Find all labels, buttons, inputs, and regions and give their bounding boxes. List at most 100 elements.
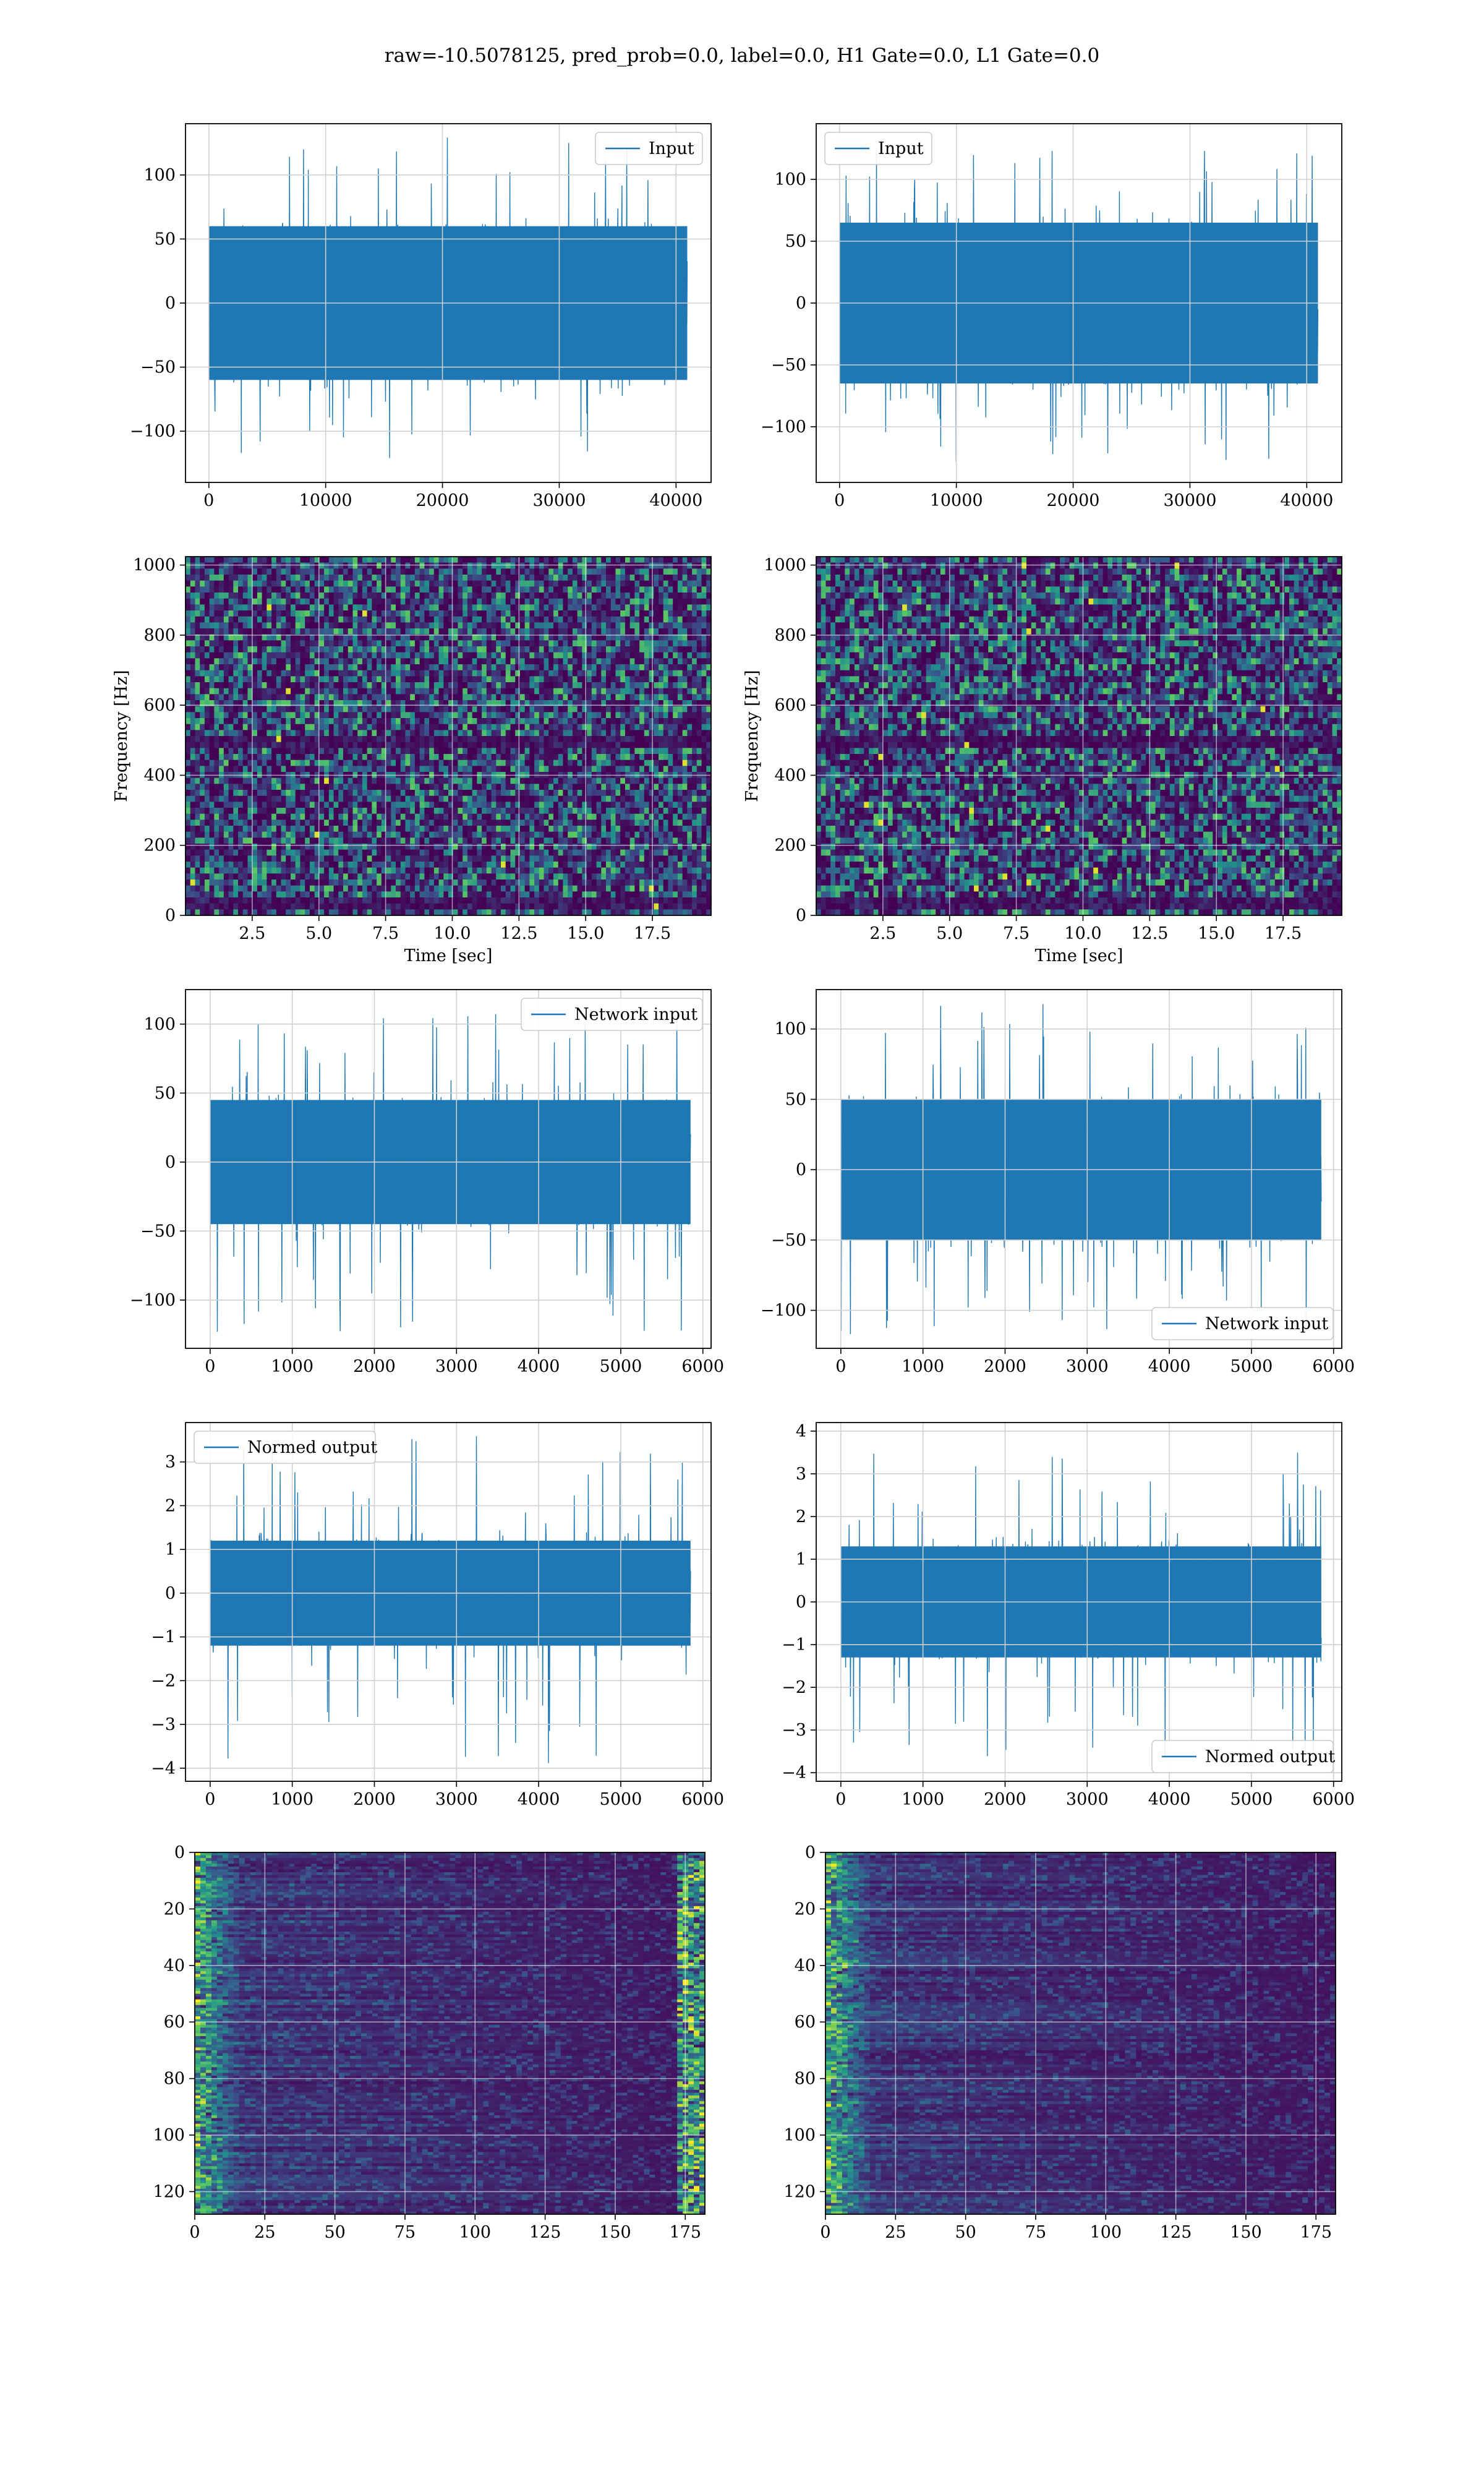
y-tick-label: −4 [782,1763,806,1783]
subplot-input-h1: 0 10000 20000 30000 40000 −100 −50 0 50 100 Input [130,123,712,510]
y-axis-label: Frequency [Hz] [112,670,131,802]
y-tick-label: −2 [782,1678,806,1697]
x-tick-label: 40000 [1280,491,1333,510]
x-tick-label: 10000 [299,491,352,510]
y-tick-label: 100 [143,1015,176,1034]
x-tick-label: 2.5 [239,924,265,943]
x-tick-label: 0 [203,491,214,510]
axes-frame [825,1852,1336,2215]
x-axis-label: Time [sec] [1035,946,1124,965]
y-tick-label: 80 [795,2070,816,2089]
y-tick-label: 50 [785,1090,806,1109]
x-tick-label: 150 [1230,2223,1262,2242]
axes-frame [816,989,1342,1349]
y-tick-label: 50 [155,1084,176,1103]
figure-suptitle: raw=-10.5078125, pred_prob=0.0, label=0.… [385,45,1099,67]
y-tick-label: 0 [165,294,176,313]
series-line [840,1004,1322,1335]
y-tick-label: 200 [774,836,806,855]
x-tick-label: 4000 [1148,1790,1191,1809]
y-tick-label: 400 [774,766,806,785]
y-tick-label: 2 [796,1507,806,1526]
y-tick-label: 120 [783,2182,816,2201]
x-tick-label: 100 [1090,2223,1122,2242]
subplot-network-input-l1: 0 1000 2000 3000 4000 5000 6000 −100 −50 0 50 100 Ne… [761,989,1355,1376]
y-tick-label: 80 [164,2070,185,2089]
x-tick-label: 2000 [353,1790,396,1809]
x-tick-label: 175 [1300,2223,1332,2242]
series-line [839,149,1319,461]
x-tick-label: 3000 [435,1790,478,1809]
y-tick-label: 1 [165,1540,176,1559]
x-tick-label: 7.5 [372,924,399,943]
x-tick-label: 75 [394,2223,416,2242]
x-tick-label: 0 [820,2223,830,2242]
y-tick-label: 400 [143,766,176,785]
y-tick-label: 0 [165,1153,176,1172]
y-tick-label: −100 [130,1291,176,1310]
plot-area [825,1852,1336,2214]
x-tick-label: 17.5 [634,924,671,943]
y-axis-label: Frequency [Hz] [743,670,762,802]
y-tick-label: 0 [796,1593,806,1612]
y-tick-label: 100 [774,1020,806,1039]
x-tick-label: 0 [835,1790,846,1809]
plot-area [186,1423,711,1781]
x-tick-label: 125 [529,2223,561,2242]
x-tick-label: 4000 [1148,1357,1191,1376]
x-tick-label: 5000 [1230,1790,1273,1809]
y-tick-label: −50 [771,1231,806,1250]
subplot-activation-map-l1: 0 25 50 75 100 125 150 175 0 20 40 60 80 100 120 [783,1843,1336,2242]
x-tick-label: 25 [885,2223,906,2242]
x-tick-label: 150 [599,2223,631,2242]
y-tick-label: 100 [143,166,176,185]
y-tick-label: 120 [153,2182,185,2201]
plot-area [186,557,711,915]
subplot-normed-output-h1: 0 1000 2000 3000 4000 5000 6000 −4 −3 −2 −1 0 1 2 3 Nor… [151,1422,724,1809]
x-tick-label: 20000 [416,491,469,510]
axes-frame [185,989,712,1349]
x-tick-label: 0 [835,1357,846,1376]
subplot-spectrogram-h1: 2.5 5.0 7.5 10.0 12.5 15.0 17.5 0 200 400 600 800 10… [112,556,712,965]
x-tick-label: 10.0 [433,924,471,943]
x-tick-label: 1000 [902,1357,944,1376]
y-tick-label: 0 [796,906,806,925]
series-line [208,137,688,458]
x-tick-label: 17.5 [1264,924,1302,943]
x-tick-label: 15.0 [1198,924,1235,943]
legend-entry: Network input [1205,1314,1328,1333]
y-tick-label: 100 [783,2126,816,2145]
y-tick-label: 0 [796,1160,806,1179]
axes-frame [185,1422,712,1782]
y-tick-label: −1 [782,1635,806,1654]
series-line [210,1436,691,1763]
y-tick-label: −3 [782,1721,806,1740]
y-tick-label: 50 [155,229,176,249]
x-tick-label: 1000 [271,1357,313,1376]
y-tick-label: −100 [761,1301,806,1320]
x-tick-label: 12.5 [1131,924,1168,943]
x-tick-label: 3000 [1066,1357,1109,1376]
subplot-spectrogram-l1: 2.5 5.0 7.5 10.0 12.5 15.0 17.5 0 200 400 600 800 10… [743,556,1342,965]
x-tick-label: 15.0 [567,924,604,943]
y-tick-label: 1000 [764,556,806,575]
x-tick-label: 10000 [930,491,983,510]
plot-area [816,557,1342,915]
y-tick-label: 200 [143,836,176,855]
x-tick-label: 2.5 [869,924,896,943]
y-tick-label: −50 [140,358,176,377]
x-tick-label: 0 [205,1790,215,1809]
plot-area [186,990,711,1348]
axes-frame [194,1852,706,2215]
x-tick-label: 5000 [600,1357,642,1376]
x-tick-label: 2000 [353,1357,396,1376]
plot-area [816,1423,1342,1781]
y-tick-label: 0 [165,906,176,925]
x-tick-label: 10.0 [1064,924,1101,943]
legend: Normed output [194,1431,377,1464]
x-tick-label: 125 [1160,2223,1192,2242]
x-tick-label: 5.0 [936,924,963,943]
y-tick-label: −1 [151,1628,176,1647]
y-tick-label: 800 [143,626,176,645]
